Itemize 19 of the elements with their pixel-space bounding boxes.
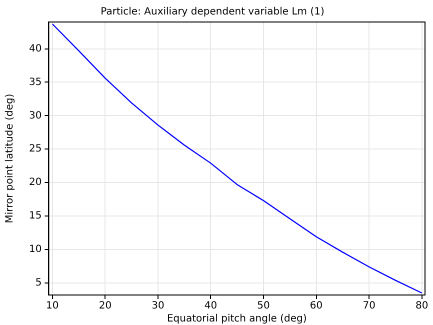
y-tick-label: 5 bbox=[35, 278, 42, 289]
x-tick-label: 30 bbox=[152, 300, 164, 312]
x-tick-label: 10 bbox=[46, 300, 59, 312]
y-tick-label: 10 bbox=[28, 244, 42, 256]
x-tick-label: 50 bbox=[257, 300, 270, 312]
x-axis-title: Equatorial pitch angle (deg) bbox=[166, 314, 307, 325]
y-tick-label: 35 bbox=[28, 76, 42, 88]
y-tick-label: 25 bbox=[28, 144, 42, 155]
x-tick-label: 60 bbox=[310, 300, 323, 312]
x-tick-label: 80 bbox=[415, 300, 428, 312]
y-tick-label: 20 bbox=[28, 177, 42, 188]
x-tick-label: 70 bbox=[362, 300, 376, 312]
chart-title: Particle: Auxiliary dependent variable Lm (1) bbox=[100, 6, 324, 18]
y-tick-label: 15 bbox=[28, 210, 42, 222]
y-tick-label: 30 bbox=[28, 110, 42, 122]
y-tick-label: 40 bbox=[28, 43, 42, 54]
x-tick-label: 20 bbox=[98, 300, 112, 312]
x-tick-label: 40 bbox=[204, 300, 218, 312]
y-axis-title: Mirror point latitude (deg) bbox=[4, 94, 16, 224]
